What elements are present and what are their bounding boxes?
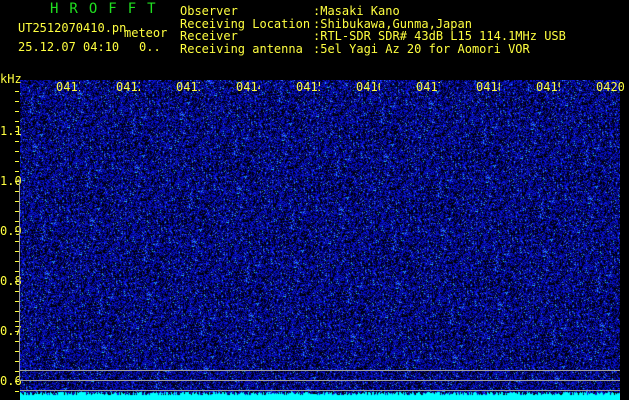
y-tick <box>15 181 19 182</box>
y-tick <box>15 251 19 252</box>
y-tick-label: 0.6 <box>0 374 22 388</box>
y-tick-label: 0.7 <box>0 324 22 338</box>
time-label: 0416 <box>356 80 380 94</box>
y-tick <box>15 301 19 302</box>
app-title: HROFFT <box>50 1 167 17</box>
y-tick <box>15 271 19 272</box>
time-label: 0413 <box>176 80 200 94</box>
y-tick <box>15 261 19 262</box>
field-value: :Masaki Kano <box>313 4 400 18</box>
field-label: Observer <box>180 4 238 18</box>
marker-line <box>20 370 620 371</box>
field-value: :Shibukawa,Gunma,Japan <box>313 16 472 31</box>
field-label: Receiver <box>180 29 238 43</box>
y-tick <box>15 281 19 282</box>
marker-line <box>20 390 620 391</box>
time-label: 0412 <box>116 80 140 94</box>
mode-label: meteor <box>124 26 168 40</box>
y-tick <box>15 371 19 372</box>
y-tick <box>15 331 19 332</box>
y-tick <box>15 241 19 242</box>
y-tick <box>15 91 19 92</box>
y-tick <box>15 151 19 152</box>
marker-line <box>20 380 620 381</box>
field-value: :RTL-SDR SDR# 43dB L15 114.1MHz USB <box>313 29 566 43</box>
y-tick <box>15 121 19 122</box>
y-tick <box>15 381 19 382</box>
y-tick <box>15 111 19 112</box>
y-tick <box>15 171 19 172</box>
y-tick <box>15 101 19 102</box>
field-label: Receiving Location <box>180 16 311 31</box>
datetime: 25.12.07 04:10 <box>18 40 120 54</box>
field-value: :5el Yagi Az 20 for Aomori VOR <box>313 41 530 56</box>
y-tick <box>15 391 19 392</box>
y-tick <box>15 131 19 132</box>
time-label: 0420 <box>596 80 625 94</box>
y-tick <box>15 311 19 312</box>
y-tick-label: 1.0 <box>0 174 22 188</box>
time-label: 0414 <box>236 80 260 94</box>
y-tick <box>15 161 19 162</box>
filename: UT2512070410.pn <box>18 21 127 35</box>
field-label: Receiving antenna <box>180 41 303 56</box>
unit-label: kHz <box>0 72 22 86</box>
time-label: 0411 <box>56 80 80 94</box>
axis-line <box>19 180 20 380</box>
y-tick <box>15 351 19 352</box>
y-tick <box>15 191 19 192</box>
y-tick <box>15 321 19 322</box>
y-tick <box>15 291 19 292</box>
y-tick <box>15 231 19 232</box>
y-tick <box>15 211 19 212</box>
y-tick <box>15 201 19 202</box>
y-tick <box>15 141 19 142</box>
y-tick-label: 1.1 <box>0 124 22 138</box>
spectrogram <box>20 80 620 400</box>
time-label: 0419 <box>536 80 560 94</box>
time-label: 0418 <box>476 80 500 94</box>
count: 0.. <box>139 40 161 54</box>
y-tick <box>15 341 19 342</box>
time-label: 0415 <box>296 80 320 94</box>
y-tick <box>15 361 19 362</box>
y-tick-label: 0.8 <box>0 274 22 288</box>
y-tick <box>15 221 19 222</box>
time-label: 0417 <box>416 80 440 94</box>
y-tick-label: 0.9 <box>0 224 22 238</box>
